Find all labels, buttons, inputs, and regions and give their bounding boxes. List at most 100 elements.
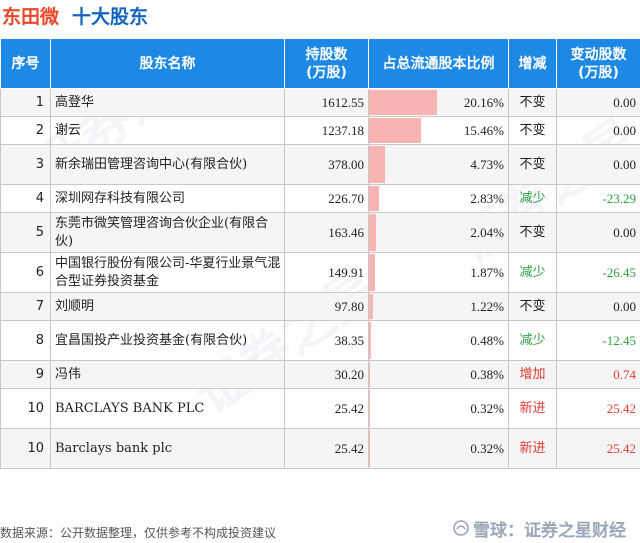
ratio-cell: 15.46% xyxy=(368,116,509,145)
table-row: 7 刘顺明 97.80 1.22% 不变 0.00 xyxy=(0,292,640,321)
ratio-cell: 0.32% xyxy=(368,428,509,469)
ratio-bar xyxy=(369,186,379,211)
shareholder-name-cell: 谢云 xyxy=(50,116,285,145)
delta-cell: -12.45 xyxy=(556,320,640,361)
delta-cell: 25.42 xyxy=(556,388,640,429)
change-cell: 不变 xyxy=(508,144,557,185)
ratio-bar xyxy=(369,294,373,319)
table-row: 10 BARCLAYS BANK PLC 25.42 0.32% 新进 25.42 xyxy=(0,388,640,429)
header-name: 股东名称 xyxy=(50,38,285,89)
page-title: 十大股东 xyxy=(72,6,149,28)
ratio-bar xyxy=(369,322,371,359)
ratio-bar xyxy=(369,430,370,467)
rank-cell: 2 xyxy=(0,116,51,145)
delta-cell: 0.00 xyxy=(556,292,640,321)
rank-cell: 10 xyxy=(0,428,51,469)
header-ratio: 占总流通股本比例 xyxy=(368,38,509,89)
rank-cell: 5 xyxy=(0,212,51,253)
table-row: 8 宜昌国投产业投资基金(有限合伙) 38.35 0.48% 减少 -12.45 xyxy=(0,320,640,361)
ratio-cell: 1.22% xyxy=(368,292,509,321)
header-shares: 持股数 (万股) xyxy=(284,38,369,89)
rank-cell: 10 xyxy=(0,388,51,429)
header-delta-line1: 变动股数 xyxy=(570,46,627,63)
table-row: 2 谢云 1237.18 15.46% 不变 0.00 xyxy=(0,116,640,145)
shareholder-name-cell: BARCLAYS BANK PLC xyxy=(50,388,285,429)
shareholder-name-cell: 新余瑞田管理咨询中心(有限合伙) xyxy=(50,144,285,185)
ratio-text: 1.22% xyxy=(470,298,504,314)
shares-cell: 38.35 xyxy=(284,320,369,361)
table-row: 6 中国银行股份有限公司-华夏行业景气混合型证券投资基金 149.91 1.87% 减少… xyxy=(0,252,640,293)
ratio-text: 0.32% xyxy=(470,400,504,416)
change-cell: 减少 xyxy=(508,252,557,293)
change-cell: 减少 xyxy=(508,184,557,213)
delta-cell: 0.00 xyxy=(556,212,640,253)
ratio-bar xyxy=(369,214,376,251)
shareholder-name-cell: 高登华 xyxy=(50,88,285,117)
change-cell: 减少 xyxy=(508,320,557,361)
delta-cell: 0.74 xyxy=(556,360,640,389)
ratio-cell: 0.38% xyxy=(368,360,509,389)
header-shares-line2: (万股) xyxy=(306,64,347,81)
table-body: 1 高登华 1612.55 20.16% 不变 0.00 2 谢云 1237.18 15.46% 不… xyxy=(0,88,640,469)
header-rank: 序号 xyxy=(0,38,51,89)
table-row: 5 东莞市微笑管理咨询合伙企业(有限合伙) 163.46 2.04% 不变 0.00 xyxy=(0,212,640,253)
ratio-text: 4.73% xyxy=(470,156,504,172)
shares-cell: 1612.55 xyxy=(284,88,369,117)
table-row: 4 深圳网存科技有限公司 226.70 2.83% 减少 -23.29 xyxy=(0,184,640,213)
change-cell: 增加 xyxy=(508,360,557,389)
table-header-row: 序号 股东名称 持股数 (万股) 占总流通股本比例 增减 变动股数 (万股) xyxy=(0,38,640,89)
shares-cell: 25.42 xyxy=(284,428,369,469)
brand-text: 雪球：证券之星财经 xyxy=(473,521,626,541)
rank-cell: 6 xyxy=(0,252,51,293)
company-name: 东田微 xyxy=(2,6,60,28)
ratio-cell: 0.48% xyxy=(368,320,509,361)
change-cell: 不变 xyxy=(508,292,557,321)
shares-cell: 226.70 xyxy=(284,184,369,213)
snowball-icon xyxy=(453,520,469,541)
ratio-text: 2.83% xyxy=(470,190,504,206)
table-row: 3 新余瑞田管理咨询中心(有限合伙) 378.00 4.73% 不变 0.00 xyxy=(0,144,640,185)
ratio-bar xyxy=(369,118,421,143)
ratio-text: 0.38% xyxy=(470,366,504,382)
ratio-cell: 2.04% xyxy=(368,212,509,253)
shares-cell: 149.91 xyxy=(284,252,369,293)
ratio-bar xyxy=(369,254,375,291)
change-cell: 不变 xyxy=(508,212,557,253)
shares-cell: 378.00 xyxy=(284,144,369,185)
header-delta: 变动股数 (万股) xyxy=(556,38,640,89)
shareholder-name-cell: 东莞市微笑管理咨询合伙企业(有限合伙) xyxy=(50,212,285,253)
table-row: 9 冯伟 30.20 0.38% 增加 0.74 xyxy=(0,360,640,389)
shares-cell: 163.46 xyxy=(284,212,369,253)
delta-cell: 25.42 xyxy=(556,428,640,469)
ratio-bar xyxy=(369,390,370,427)
ratio-bar xyxy=(369,90,437,115)
ratio-text: 1.87% xyxy=(470,264,504,280)
shares-cell: 97.80 xyxy=(284,292,369,321)
header-delta-line2: (万股) xyxy=(578,64,619,81)
rank-cell: 8 xyxy=(0,320,51,361)
shareholder-name-cell: 冯伟 xyxy=(50,360,285,389)
rank-cell: 7 xyxy=(0,292,51,321)
delta-cell: -26.45 xyxy=(556,252,640,293)
ratio-cell: 4.73% xyxy=(368,144,509,185)
change-cell: 新进 xyxy=(508,428,557,469)
rank-cell: 9 xyxy=(0,360,51,389)
rank-cell: 1 xyxy=(0,88,51,117)
shares-cell: 1237.18 xyxy=(284,116,369,145)
shares-cell: 25.42 xyxy=(284,388,369,429)
change-cell: 新进 xyxy=(508,388,557,429)
delta-cell: 0.00 xyxy=(556,144,640,185)
shareholder-name-cell: Barclays bank plc xyxy=(50,428,285,469)
ratio-cell: 0.32% xyxy=(368,388,509,429)
header-shares-line1: 持股数 xyxy=(305,46,348,63)
rank-cell: 3 xyxy=(0,144,51,185)
ratio-text: 20.16% xyxy=(463,94,504,110)
data-source-note: 数据来源：公开数据整理，仅供参考不构成投资建议 xyxy=(0,526,277,540)
shareholder-name-cell: 深圳网存科技有限公司 xyxy=(50,184,285,213)
table-row: 10 Barclays bank plc 25.42 0.32% 新进 25.42 xyxy=(0,428,640,469)
table-row: 1 高登华 1612.55 20.16% 不变 0.00 xyxy=(0,88,640,117)
delta-cell: 0.00 xyxy=(556,116,640,145)
change-cell: 不变 xyxy=(508,116,557,145)
ratio-text: 0.48% xyxy=(470,332,504,348)
shareholder-name-cell: 刘顺明 xyxy=(50,292,285,321)
